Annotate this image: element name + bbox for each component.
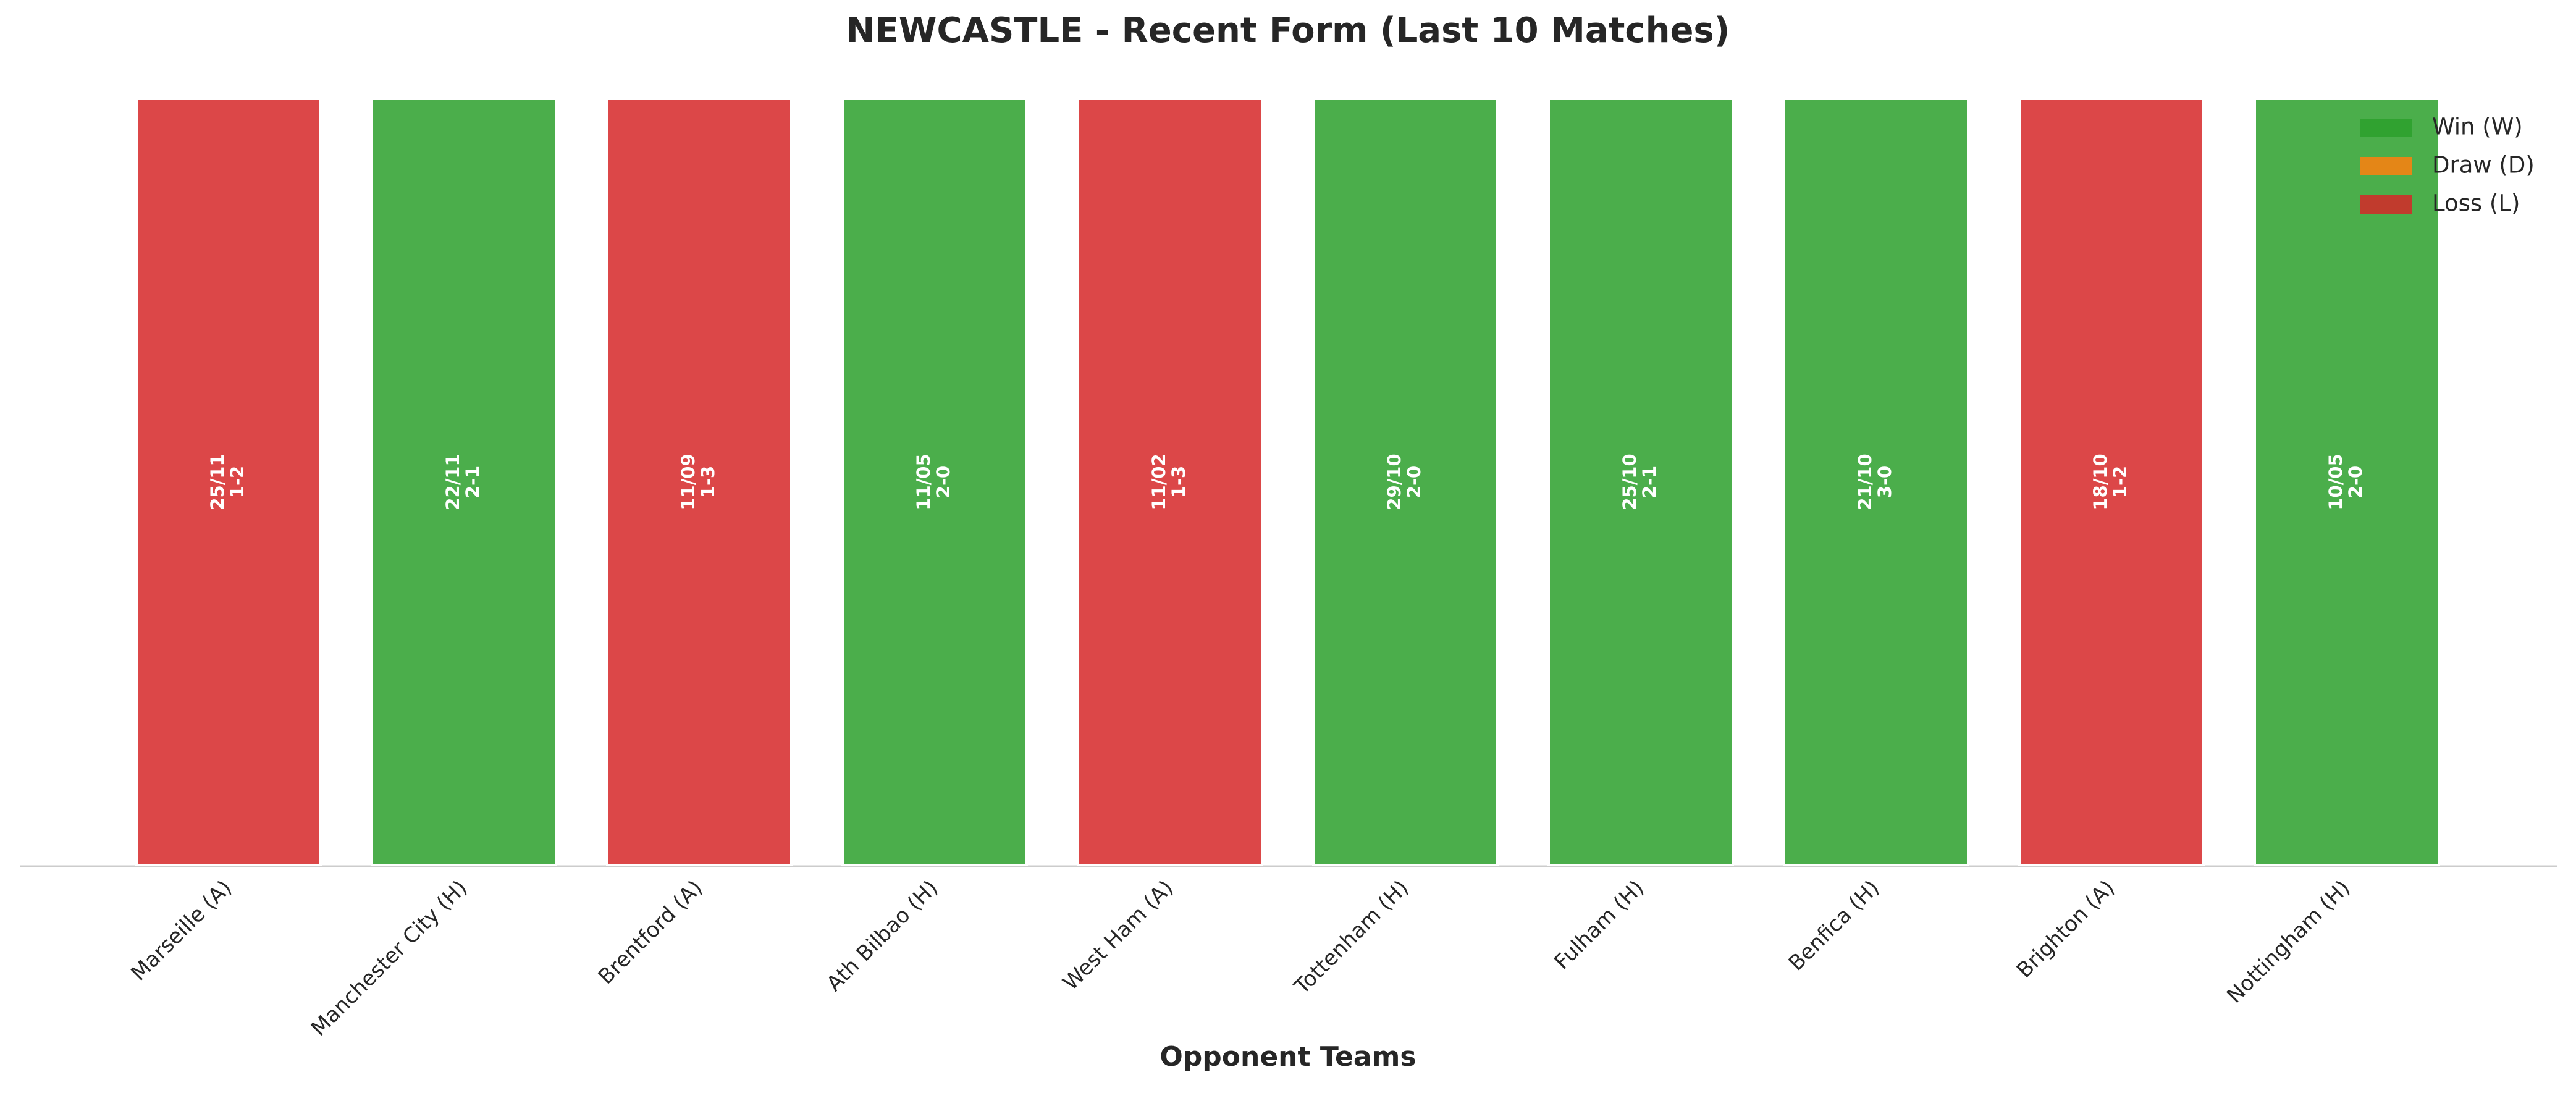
bar — [2018, 98, 2205, 866]
legend-swatch — [2360, 195, 2412, 214]
bar — [1783, 98, 1969, 866]
x-tick-label: Nottingham (H) — [2222, 876, 2355, 1008]
bar — [2254, 98, 2440, 866]
chart-title: NEWCASTLE - Recent Form (Last 10 Matches… — [846, 11, 1730, 51]
x-tick-label: Brighton (A) — [2012, 876, 2119, 983]
bar — [1312, 98, 1499, 866]
legend-swatch — [2360, 119, 2412, 137]
x-tick-label: Manchester City (H) — [306, 876, 472, 1041]
x-axis-label: Opponent Teams — [1160, 1041, 1416, 1073]
legend-label: Loss (L) — [2432, 190, 2520, 217]
bar-date-label: 22/11 — [442, 454, 463, 510]
bar-date-label: 10/05 — [2325, 454, 2346, 510]
bar-date-label: 25/10 — [1619, 454, 1640, 510]
bar — [841, 98, 1028, 866]
x-tick-label: West Ham (A) — [1058, 876, 1178, 995]
bar-score-label: 1-3 — [1168, 466, 1189, 498]
bar-date-label: 11/05 — [913, 454, 934, 510]
bar-score-label: 1-3 — [697, 466, 718, 498]
bar-date-label: 11/02 — [1148, 454, 1169, 510]
x-tick-label: Ath Bilbao (H) — [822, 876, 943, 997]
bar-date-label: 18/10 — [2090, 454, 2111, 510]
legend-label: Win (W) — [2432, 114, 2523, 140]
bar-date-label: 25/11 — [207, 454, 228, 510]
x-tick-label: Brentford (A) — [594, 876, 707, 989]
x-tick-label: Marseille (A) — [126, 876, 237, 986]
x-tick-label: Fulham (H) — [1549, 876, 1649, 975]
bar-date-label: 29/10 — [1384, 454, 1405, 510]
bar-score-label: 3-0 — [1874, 466, 1895, 498]
x-tick-label: Tottenham (H) — [1289, 876, 1413, 1000]
bar — [135, 98, 322, 866]
x-tick-label: Benfica (H) — [1784, 876, 1884, 976]
bar-score-label: 2-1 — [462, 466, 483, 498]
bar — [1547, 98, 1734, 866]
bar-score-label: 2-0 — [2345, 466, 2366, 498]
bar-score-label: 1-2 — [2110, 466, 2131, 498]
legend-swatch — [2360, 157, 2412, 175]
bar-date-label: 21/10 — [1854, 454, 1875, 510]
bar-score-label: 2-0 — [1404, 466, 1425, 498]
bar — [606, 98, 793, 866]
bar-score-label: 2-1 — [1639, 466, 1660, 498]
bar — [371, 98, 557, 866]
legend-label: Draw (D) — [2432, 152, 2535, 179]
bar-score-label: 2-0 — [933, 466, 954, 498]
bar — [1077, 98, 1263, 866]
bar-date-label: 11/09 — [678, 454, 699, 510]
bar-score-label: 1-2 — [227, 466, 248, 498]
